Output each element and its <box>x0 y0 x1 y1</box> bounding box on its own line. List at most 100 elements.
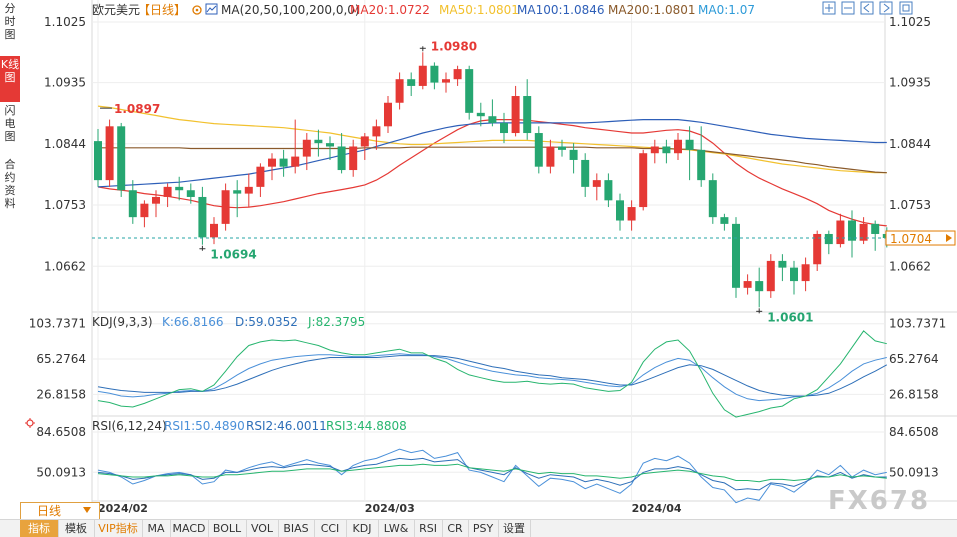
move-right-icon[interactable] <box>879 1 893 15</box>
tab-lightning-label: 闪电图 <box>4 104 16 143</box>
indicator-tab-14[interactable]: 设置 <box>498 520 531 537</box>
candle <box>117 126 126 191</box>
candle <box>604 180 613 201</box>
candle <box>824 233 833 245</box>
last-price-label: 1.0704 <box>890 232 932 246</box>
indicator-tab-4[interactable]: MACD <box>170 520 209 537</box>
indicator-tab-1[interactable]: 模板 <box>58 520 95 537</box>
candle <box>372 126 381 137</box>
candle <box>720 217 729 224</box>
rsi2-value: RSI2:46.0011 <box>246 419 327 433</box>
ma0-legend: MA0:1.07 <box>698 3 755 17</box>
y-tick-label: 1.0935 <box>44 76 86 90</box>
rsi-line-rsi3 <box>97 463 887 483</box>
kdj-panel <box>97 330 888 418</box>
rsi-tick-label: 84.6508 <box>36 425 86 439</box>
kdj-tick-label-right: 103.7371 <box>889 317 946 331</box>
candle <box>778 260 787 268</box>
candle <box>395 79 404 103</box>
y-tick-label-right: 1.0662 <box>889 259 931 273</box>
indicator-tab-13[interactable]: PSY <box>468 520 499 537</box>
candle <box>650 146 659 154</box>
candle <box>453 69 462 80</box>
indicator-tab-11[interactable]: RSI <box>414 520 443 537</box>
kdj-j-value: J:82.3795 <box>307 315 365 329</box>
ma200-legend: MA200:1.0801 <box>608 3 696 17</box>
zoom-out-icon[interactable] <box>841 1 855 15</box>
settings-icon[interactable] <box>192 5 202 15</box>
candle <box>268 158 276 167</box>
candle <box>175 186 184 191</box>
candle <box>685 139 694 150</box>
candle <box>743 281 752 288</box>
indicator-tab-6[interactable]: VOL <box>246 520 279 537</box>
candle <box>662 146 671 154</box>
indicator-tab-7[interactable]: BIAS <box>278 520 315 537</box>
candle <box>511 96 520 134</box>
candle <box>233 190 242 194</box>
rsi1-value: RSI1:50.4890 <box>164 419 245 433</box>
candle <box>813 233 822 265</box>
sidebar: 分时图 K线图 闪电图 合约资料 <box>0 0 21 520</box>
tab-time-share-label: 分时图 <box>4 2 16 41</box>
price-annotation: 1.0897 <box>114 102 160 116</box>
candle <box>360 136 369 147</box>
tab-kline[interactable]: K线图 <box>0 56 20 102</box>
indicator-tab-2[interactable]: VIP指标 <box>94 520 143 537</box>
kdj-tick-label: 26.8158 <box>36 387 86 401</box>
candle <box>140 203 149 218</box>
candle <box>592 180 601 187</box>
candle <box>384 102 392 127</box>
fullscreen-icon[interactable] <box>899 1 913 15</box>
x-tick-label: 2024/03 <box>365 502 415 515</box>
tab-contract-info-label: 合约资料 <box>4 158 16 210</box>
y-tick-label: 1.0753 <box>44 198 86 212</box>
candle <box>198 196 207 238</box>
ma-param-label: MA(20,50,100,200,0,0) <box>221 3 360 17</box>
candle <box>407 79 416 86</box>
indicator-tab-0[interactable]: 指标 <box>20 520 59 537</box>
rsi-panel <box>97 448 887 504</box>
indicator-tab-8[interactable]: CCI <box>314 520 347 537</box>
candle <box>859 223 868 241</box>
candle <box>848 220 856 241</box>
period-selector[interactable]: 日线 <box>20 502 100 520</box>
indicator-tab-9[interactable]: KDJ <box>346 520 379 537</box>
zoom-in-icon[interactable] <box>822 1 836 15</box>
y-tick-label-right: 1.0935 <box>889 76 931 90</box>
candle <box>697 149 706 181</box>
kdj-k-value: K:66.8166 <box>162 315 224 329</box>
rsi-tick-label-right: 50.0913 <box>889 465 939 479</box>
tab-lightning[interactable]: 闪电图 <box>0 104 20 148</box>
x-tick-label: 2024/04 <box>632 502 682 515</box>
candle <box>163 186 172 197</box>
kdj-tick-label-right: 65.2764 <box>889 352 939 366</box>
rsi3-value: RSI3:44.8808 <box>326 419 407 433</box>
candle <box>279 158 288 167</box>
price-annotation: 1.0980 <box>431 39 477 53</box>
candle <box>488 116 497 123</box>
move-left-icon[interactable] <box>860 1 874 15</box>
rsi-line-rsi1 <box>97 448 887 504</box>
candle <box>476 112 485 117</box>
last-price-arrow <box>946 234 952 243</box>
kdj-d-value: D:59.0352 <box>235 315 298 329</box>
candle <box>326 143 334 147</box>
indicator-tab-5[interactable]: BOLL <box>208 520 247 537</box>
candle <box>337 146 346 171</box>
indicator-settings-icon[interactable] <box>25 418 35 428</box>
candle <box>558 146 566 150</box>
watermark: FX678 <box>828 486 930 516</box>
axis-labels: 1.1025 1.1025 1.0935 1.0935 1.0844 1.0844 1.07… <box>29 15 947 515</box>
candle <box>221 190 230 224</box>
tab-time-share[interactable]: 分时图 <box>0 2 20 42</box>
indicator-tab-12[interactable]: CR <box>442 520 469 537</box>
candle <box>128 190 137 218</box>
candle <box>256 166 265 187</box>
indicator-tab-10[interactable]: LW& <box>378 520 415 537</box>
chart-icon[interactable] <box>205 3 218 15</box>
tab-contract-info[interactable]: 合约资料 <box>0 158 20 214</box>
indicator-tab-3[interactable]: MA <box>142 520 171 537</box>
candle <box>523 96 532 134</box>
